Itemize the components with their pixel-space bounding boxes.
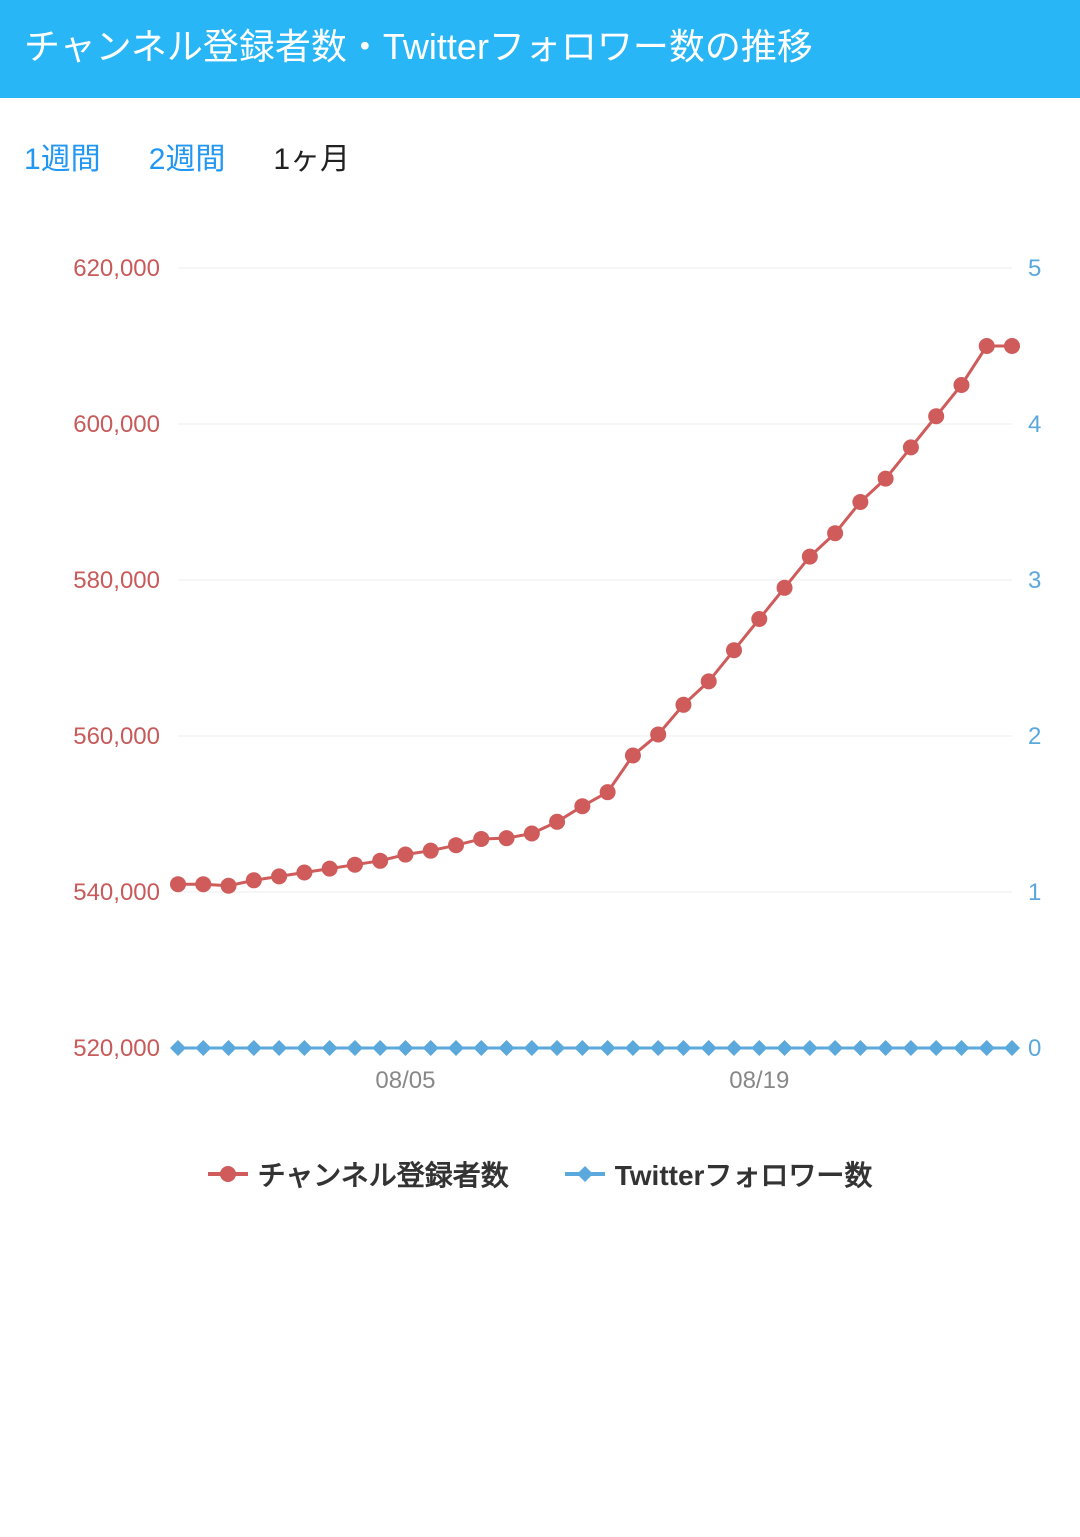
svg-text:600,000: 600,000 [73, 411, 160, 438]
svg-text:5: 5 [1028, 255, 1041, 282]
page-header: チャンネル登録者数・Twitterフォロワー数の推移 [0, 0, 1080, 98]
chart-legend: チャンネル登録者数 Twitterフォロワー数 [0, 1118, 1080, 1234]
chart-container: 520,000 540,000 560,000 580,000 600,000 620,0… [0, 198, 1080, 1118]
subscribers-followers-chart: 520,000 540,000 560,000 580,000 600,000 620,0… [8, 238, 1072, 1118]
svg-text:580,000: 580,000 [73, 567, 160, 594]
svg-text:560,000: 560,000 [73, 723, 160, 750]
tab-2week[interactable]: 2週間 [149, 134, 226, 178]
svg-text:540,000: 540,000 [73, 879, 160, 906]
svg-text:08/05: 08/05 [375, 1067, 435, 1094]
svg-text:2: 2 [1028, 723, 1041, 750]
legend-item-subscribers: チャンネル登録者数 [208, 1154, 509, 1194]
svg-text:0: 0 [1028, 1035, 1041, 1062]
svg-text:620,000: 620,000 [73, 255, 160, 282]
legend-label-subscribers: チャンネル登録者数 [258, 1154, 509, 1194]
svg-text:520,000: 520,000 [73, 1035, 160, 1062]
svg-text:4: 4 [1028, 411, 1041, 438]
page-title: チャンネル登録者数・Twitterフォロワー数の推移 [24, 26, 813, 67]
tab-1week[interactable]: 1週間 [24, 134, 101, 178]
tab-1month[interactable]: 1ヶ月 [273, 134, 350, 178]
circle-marker-icon [208, 1164, 248, 1184]
time-range-tabs: 1週間 2週間 1ヶ月 [0, 98, 1080, 198]
svg-text:3: 3 [1028, 567, 1041, 594]
legend-item-followers: Twitterフォロワー数 [565, 1154, 873, 1194]
legend-label-followers: Twitterフォロワー数 [615, 1154, 873, 1194]
svg-text:08/19: 08/19 [729, 1067, 789, 1094]
diamond-marker-icon [565, 1164, 605, 1184]
svg-text:1: 1 [1028, 879, 1041, 906]
